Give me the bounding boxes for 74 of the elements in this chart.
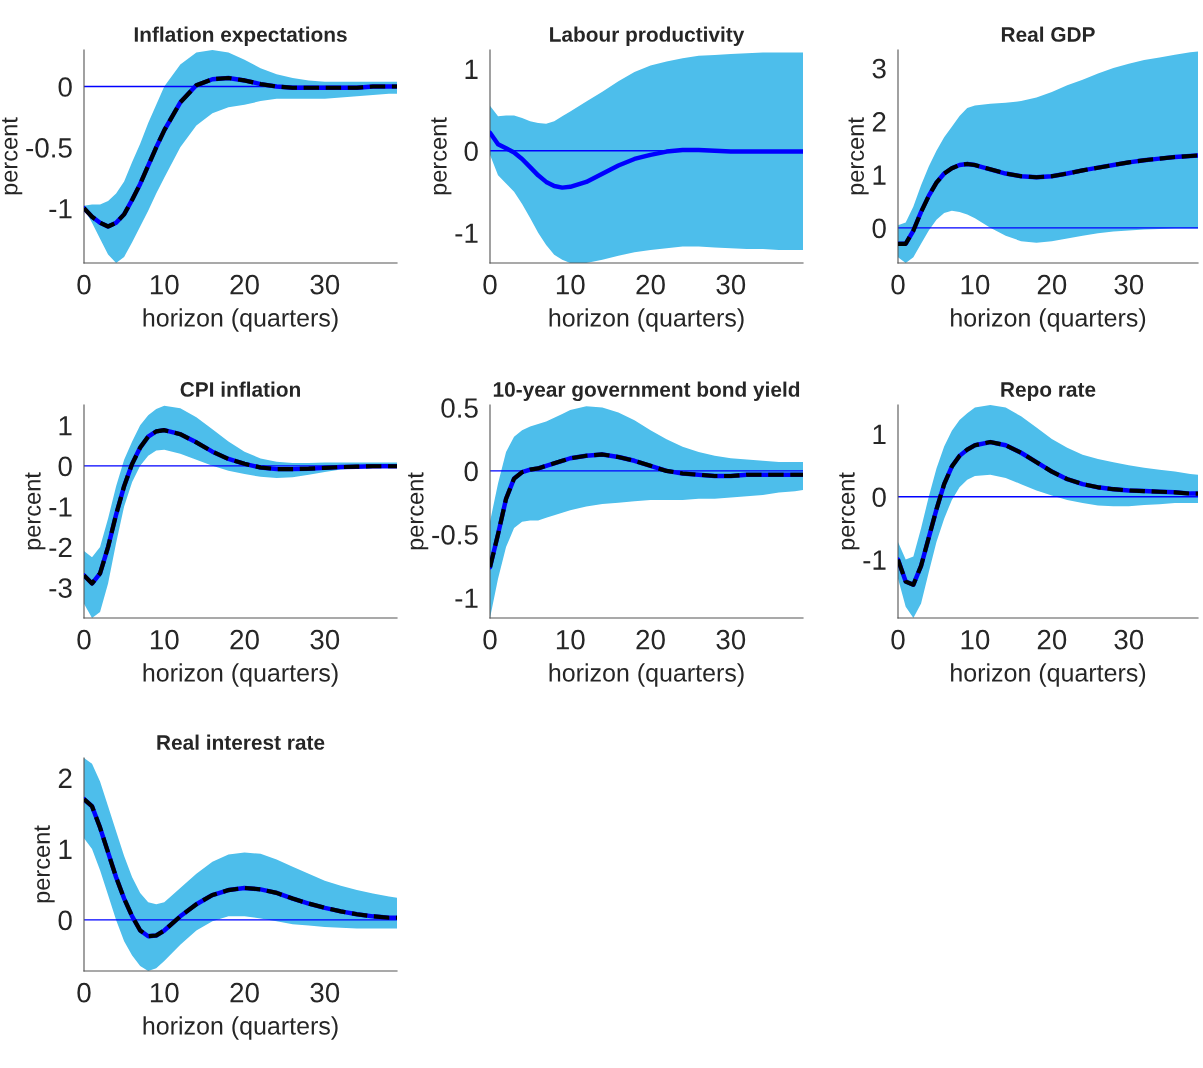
x-tick-label: 0 (77, 982, 91, 1003)
y-axis-title: percent (848, 117, 869, 195)
x-tick-label: 0 (483, 274, 497, 295)
x-axis-title: horizon (quarters) (549, 663, 744, 687)
y-tick-label: 2 (58, 768, 72, 788)
x-tick-label: 0 (891, 274, 905, 295)
x-tick-label: 10 (150, 274, 179, 295)
y-tick-label: 0 (872, 487, 886, 508)
x-tick-label: 10 (961, 274, 990, 295)
x-tick-label: 10 (961, 629, 990, 650)
x-tick-label: 10 (556, 629, 585, 650)
x-axis-title: horizon (quarters) (143, 663, 338, 687)
y-tick-label: -2 (49, 537, 72, 558)
x-axis-title: horizon (quarters) (951, 663, 1146, 687)
y-axis-title: percent (34, 825, 55, 903)
y-tick-label: 0 (58, 77, 72, 97)
y-tick-label: -1 (863, 550, 886, 570)
x-tick-label: 0 (891, 629, 905, 650)
y-axis-title: percent (839, 472, 860, 550)
x-tick-label: 10 (150, 982, 179, 1003)
x-tick-label: 0 (483, 629, 497, 650)
y-tick-label: 0.5 (441, 398, 478, 418)
chart-title: Real GDP (1001, 26, 1095, 42)
y-tick-label: 0 (872, 218, 886, 239)
x-tick-label: 0 (77, 629, 91, 650)
x-axis-title: horizon (quarters) (143, 1016, 338, 1040)
chart-title: Inflation expectations (134, 26, 347, 46)
y-tick-label: 3 (872, 58, 886, 79)
y-tick-label: 1 (59, 416, 72, 436)
x-tick-label: 20 (1037, 274, 1067, 295)
x-axis-title: horizon (quarters) (143, 308, 338, 332)
x-axis-title: horizon (quarters) (951, 308, 1146, 332)
y-tick-label: 1 (465, 59, 478, 79)
y-axis-title: percent (408, 472, 429, 550)
y-axis-title: percent (2, 117, 23, 195)
y-tick-label: -1 (49, 497, 72, 517)
x-tick-label: 20 (230, 982, 259, 1003)
y-tick-label: -1 (455, 223, 478, 243)
chart-title: Repo rate (1001, 382, 1096, 401)
x-tick-label: 30 (310, 982, 340, 1003)
x-tick-label: 10 (150, 629, 179, 650)
x-tick-label: 20 (636, 629, 665, 650)
x-tick-label: 20 (636, 274, 665, 295)
y-tick-label: 1 (873, 424, 886, 444)
chart-title: Labour productivity (550, 26, 745, 46)
x-tick-label: 20 (1037, 629, 1067, 650)
x-tick-label: 0 (77, 274, 91, 295)
y-tick-label: 0 (464, 461, 478, 482)
y-tick-label: -0.5 (26, 138, 72, 158)
y-tick-label: -3 (49, 578, 72, 598)
y-tick-label: -1 (455, 588, 478, 608)
y-tick-label: 1 (873, 165, 886, 185)
y-tick-label: 2 (872, 112, 886, 132)
x-tick-label: 30 (310, 629, 340, 650)
x-tick-label: 30 (716, 274, 746, 295)
x-tick-label: 20 (230, 274, 259, 295)
chart-title: Real interest rate (157, 734, 325, 750)
y-tick-label: 0 (58, 456, 72, 477)
y-tick-label: -1 (49, 199, 72, 219)
chart-title: 10-year government bond yield (493, 381, 800, 402)
y-axis-title: percent (431, 117, 452, 195)
x-tick-label: 30 (716, 629, 746, 650)
x-tick-label: 30 (310, 274, 340, 295)
x-tick-label: 20 (230, 629, 259, 650)
y-tick-label: -0.5 (432, 524, 478, 545)
y-tick-label: 1 (59, 839, 72, 859)
x-tick-label: 30 (1114, 274, 1144, 295)
y-tick-label: 0 (464, 141, 478, 162)
x-axis-title: horizon (quarters) (549, 308, 744, 332)
x-tick-label: 30 (1114, 629, 1144, 650)
y-tick-label: 0 (58, 910, 72, 931)
y-axis-title: percent (25, 472, 46, 550)
chart-title: CPI inflation (180, 381, 300, 397)
x-tick-label: 10 (556, 274, 585, 295)
